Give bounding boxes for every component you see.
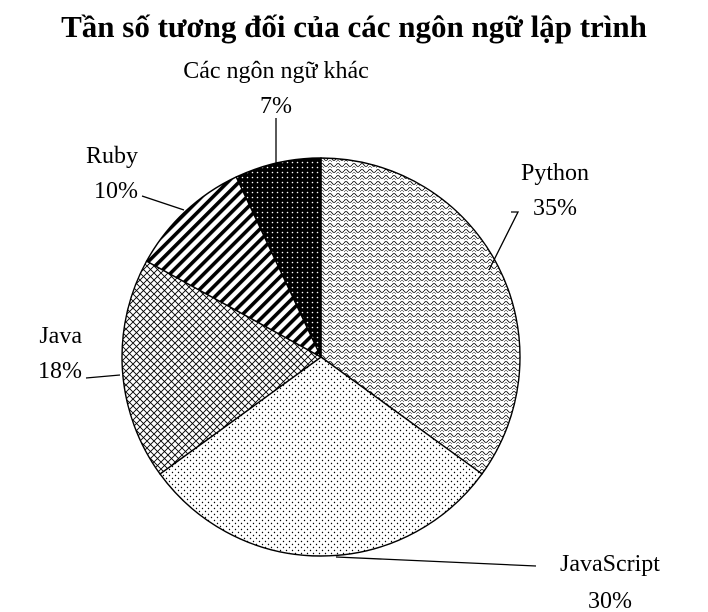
slice-label: Các ngôn ngữ khác [183, 58, 369, 84]
slice-value-label: 35% [533, 195, 577, 221]
slice-value-label: 10% [94, 178, 138, 204]
pie-slices [121, 157, 521, 557]
pie-slice-javascript [159, 356, 483, 557]
slice-value-label: 18% [38, 358, 82, 384]
chart-title: Tần số tương đối của các ngôn ngữ lập tr… [61, 9, 647, 44]
leader-line [141, 195, 185, 211]
slice-value-label: 30% [588, 588, 632, 612]
slice-label: Python [521, 160, 589, 186]
slice-labels: Python 35% JavaScript 30% Java 18% Ruby 10% Các … [38, 58, 660, 612]
slice-value-label: 7% [260, 93, 292, 119]
slice-label: Ruby [86, 143, 138, 169]
leader-lines [85, 118, 537, 567]
slice-label: Java [39, 323, 82, 349]
leader-line [85, 374, 121, 379]
pie-slice-ruby [145, 176, 323, 359]
pie-slice-python [320, 157, 521, 475]
leader-line [335, 556, 537, 567]
slice-label: JavaScript [560, 551, 660, 577]
pie-slice-java [121, 260, 323, 475]
leader-line [488, 211, 520, 271]
pie-slice-c-c-ng-n-ng-kh-c [235, 157, 322, 358]
